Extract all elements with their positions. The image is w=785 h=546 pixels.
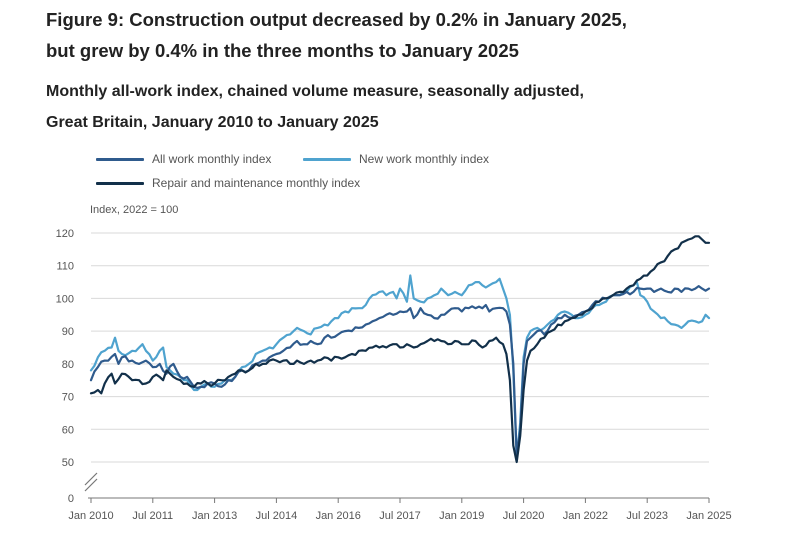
y-tick-label-70: 70: [62, 392, 74, 404]
legend-new-work-swatch: [303, 158, 351, 161]
x-tick-label-5: Jul 2017: [379, 510, 421, 522]
grid-lines: [91, 232, 709, 463]
axis-break-mark-1: [84, 472, 98, 486]
x-tick-label-10: Jan 2025: [686, 510, 731, 522]
y-tick-label-0: 0: [68, 493, 74, 505]
x-tick-label-7: Jul 2020: [503, 510, 545, 522]
legend-all-work-swatch: [96, 158, 144, 161]
y-tick-label-100: 100: [56, 293, 74, 305]
chart-title: Figure 9: Construction output decreased …: [46, 4, 627, 66]
series-line-new-work[interactable]: [89, 274, 711, 460]
x-tick-label-8: Jan 2022: [563, 510, 608, 522]
x-tick-label-1: Jul 2011: [132, 510, 173, 522]
chart-subtitle: Monthly all-work index, chained volume m…: [46, 76, 584, 138]
title-line-2: but grew by 0.4% in the three months to …: [46, 40, 519, 61]
x-tick-label-9: Jul 2023: [626, 510, 668, 522]
subtitle-line-2: Great Britain, January 2010 to January 2…: [46, 114, 379, 131]
x-tick-label-3: Jul 2014: [256, 510, 298, 522]
y-tick-label-50: 50: [62, 457, 74, 469]
legend-new-work-label: New work monthly index: [359, 152, 490, 166]
x-tick-label-0: Jan 2010: [68, 510, 113, 522]
series-line-repair[interactable]: [89, 235, 711, 464]
x-axis: Jan 2010 Jul 2011 Jan 2013 Jul 2014 Jan 2016…: [68, 472, 732, 522]
y-tick-label-80: 80: [62, 359, 74, 371]
series-lines: [89, 235, 711, 464]
title-line-1: Figure 9: Construction output decreased …: [46, 9, 627, 30]
y-tick-label-90: 90: [62, 326, 74, 338]
legend-repair-label: Repair and maintenance monthly index: [152, 176, 361, 190]
y-tick-label-110: 110: [56, 261, 74, 273]
y-tick-label-120: 120: [56, 228, 74, 240]
y-axis-ticks: 0 50 60 70 80 90 100 110 120: [56, 228, 74, 505]
series-line-all-work[interactable]: [89, 285, 711, 457]
legend-repair-swatch: [96, 182, 144, 185]
legend-all-work-label: All work monthly index: [152, 152, 272, 166]
y-tick-label-60: 60: [62, 424, 74, 436]
x-tick-label-4: Jan 2016: [316, 510, 361, 522]
axis-break-mark-2: [84, 478, 98, 492]
subtitle-line-1: Monthly all-work index, chained volume m…: [46, 83, 584, 100]
x-tick-label-2: Jan 2013: [192, 510, 237, 522]
y-axis-label: Index, 2022 = 100: [90, 204, 178, 216]
x-tick-label-6: Jan 2019: [439, 510, 484, 522]
